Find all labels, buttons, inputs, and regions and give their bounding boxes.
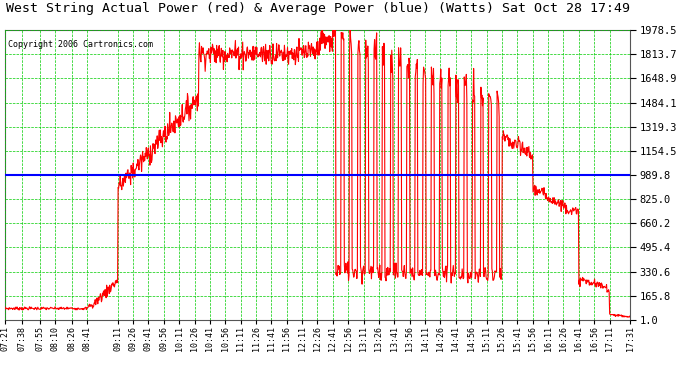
Text: Copyright 2006 Cartronics.com: Copyright 2006 Cartronics.com [8,40,153,49]
Text: West String Actual Power (red) & Average Power (blue) (Watts) Sat Oct 28 17:49: West String Actual Power (red) & Average… [6,2,630,15]
